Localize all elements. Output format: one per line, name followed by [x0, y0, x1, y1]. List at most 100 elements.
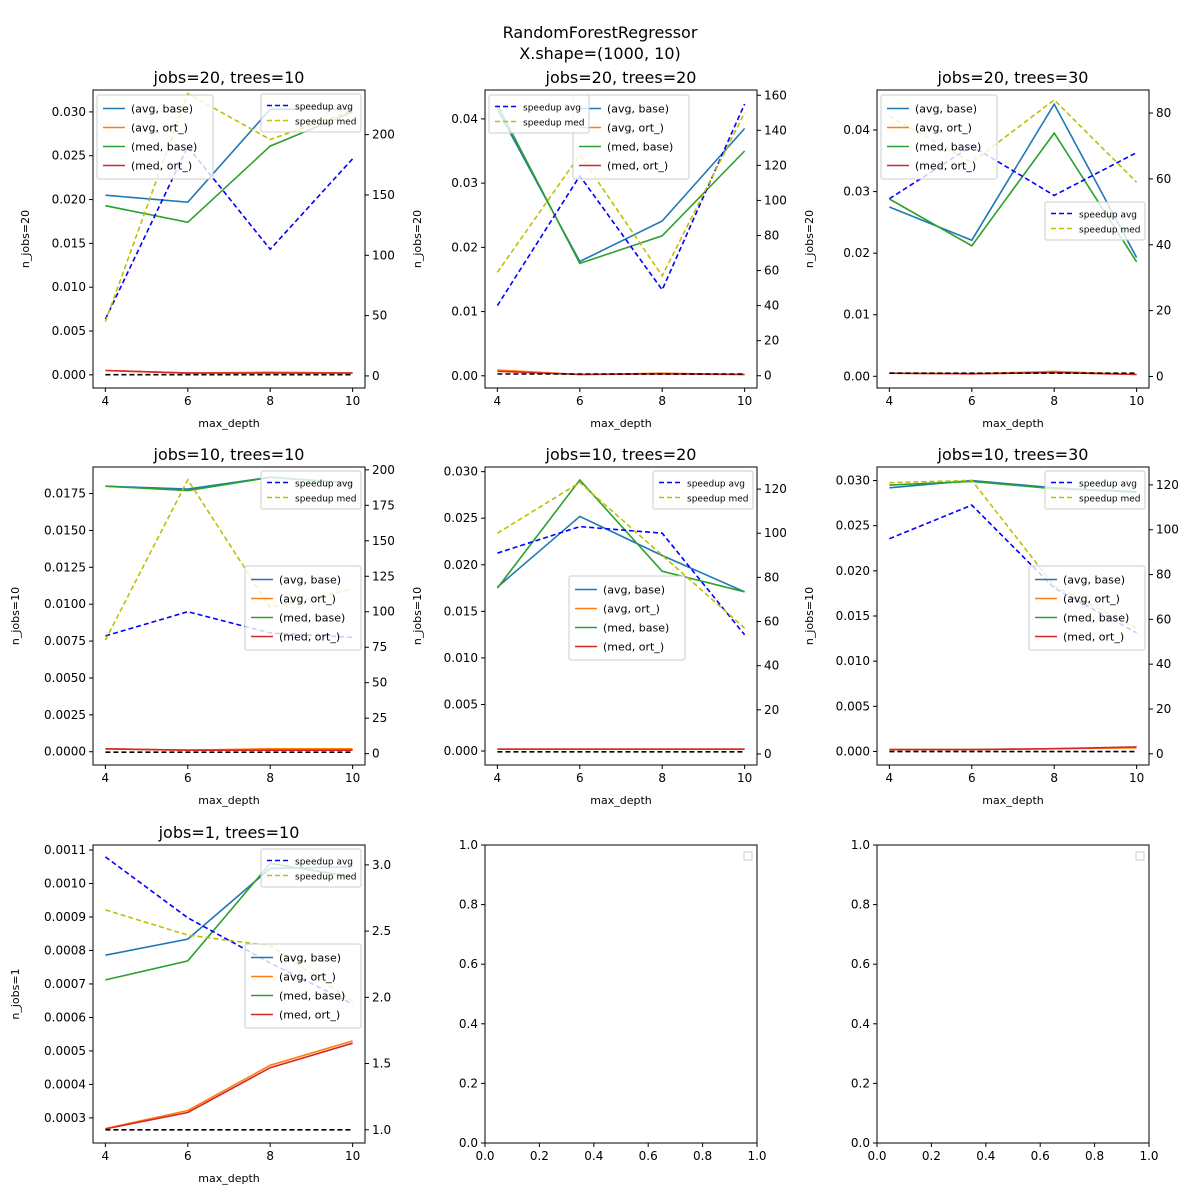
x-axis-label: max_depth — [982, 794, 1044, 807]
subplot-5: jobs=10, trees=20 4 6 8 10 max_depth 0.000 0.00… — [411, 445, 787, 807]
x-tick-label: 0.2 — [922, 1149, 941, 1163]
legend-label-avg_base: (avg, base) — [131, 103, 193, 116]
y2-tick-label: 80 — [764, 570, 779, 584]
y-tick-label: 0.0008 — [44, 943, 86, 957]
y-tick-label: 0.03 — [843, 185, 870, 199]
subplot-title: jobs=10, trees=10 — [153, 445, 305, 464]
x-tick-label: 4 — [102, 394, 110, 408]
y-tick-label: 0.4 — [459, 1017, 478, 1031]
legend-label-speedup_avg: speedup avg — [295, 480, 353, 490]
y-tick-label: 0.025 — [836, 519, 870, 533]
y2-tick-label: 125 — [372, 569, 395, 583]
legend-label-speedup_med: speedup med — [1079, 226, 1140, 236]
x-axis-label: max_depth — [198, 794, 260, 807]
subplot-title: jobs=10, trees=20 — [545, 445, 697, 464]
y-tick-label: 0.030 — [52, 105, 86, 119]
axes-frame — [484, 844, 758, 1144]
subplot-7: jobs=1, trees=10 4 6 8 10 max_depth 0.0003 0.00… — [9, 823, 391, 1185]
y2-tick-label: 0 — [372, 747, 380, 761]
x-tick-label: 1.0 — [747, 1149, 766, 1163]
x-tick-label: 0.4 — [976, 1149, 995, 1163]
legend-box — [488, 94, 590, 134]
legend-label-avg_base: (avg, base) — [279, 952, 341, 965]
subplot-title: jobs=1, trees=10 — [158, 823, 300, 842]
y-tick-label: 0.005 — [444, 697, 478, 711]
y2-tick-label: 140 — [764, 123, 787, 137]
y-tick-label: 0.02 — [843, 246, 870, 260]
series-line-speedup_avg — [497, 525, 746, 636]
x-tick-label: 8 — [266, 394, 274, 408]
y2-tick-label: 20 — [1156, 702, 1171, 716]
y2-tick-label: 0 — [1156, 747, 1164, 761]
y-axis-label: n_jobs=20 — [803, 210, 816, 268]
legend-box — [572, 94, 690, 180]
y-tick-label: 0.04 — [843, 123, 870, 137]
legend-label-speedup_med: speedup med — [687, 495, 748, 505]
subplot-9: 0.0 0.2 0.4 0.6 0.8 1.0 0.0 0.2 0.4 0.6 0.8 1.0 — [851, 838, 1159, 1163]
legend-label-med_ort: (med, ort_) — [915, 160, 976, 173]
y-tick-label: 0.0150 — [44, 523, 86, 537]
y-tick-label: 0.01 — [451, 305, 478, 319]
y2-tick-label: 2.0 — [372, 990, 391, 1004]
y2-tick-label: 100 — [764, 193, 787, 207]
y2-tick-label: 20 — [764, 703, 779, 717]
x-tick-label: 0.4 — [584, 1149, 603, 1163]
legend-label-med_ort: (med, ort_) — [279, 631, 340, 644]
legend-box — [880, 94, 998, 180]
y-axis-label: n_jobs=10 — [9, 587, 22, 645]
y-tick-label: 0.015 — [836, 609, 870, 623]
y2-tick-label: 0 — [1156, 369, 1164, 383]
series-line-speedup_avg — [496, 103, 746, 307]
series-line-avg_base — [496, 515, 745, 593]
x-tick-label: 0.8 — [693, 1149, 712, 1163]
empty-legend-box — [1135, 851, 1145, 861]
legend-label-avg_base: (avg, base) — [607, 103, 669, 116]
legend-label-speedup_avg: speedup avg — [1079, 211, 1137, 221]
y-tick-label: 0.010 — [52, 280, 86, 294]
legend-box — [96, 94, 214, 180]
legend-label-speedup_med: speedup med — [295, 118, 356, 128]
legend-label-avg_ort: (avg, ort_) — [915, 122, 972, 135]
legend-label-med_ort: (med, ort_) — [603, 641, 664, 654]
y-axis-label: n_jobs=10 — [411, 587, 424, 645]
series-line-med_base — [889, 131, 1138, 263]
legend-label-avg_base: (avg, base) — [1063, 574, 1125, 587]
y2-tick-label: 1.5 — [372, 1057, 391, 1071]
legend-box — [568, 575, 686, 661]
x-tick-label: 6 — [576, 394, 584, 408]
legend-label-avg_base: (avg, base) — [603, 584, 665, 597]
y-tick-label: 0.0100 — [44, 597, 86, 611]
series-line-med_ort — [889, 746, 1137, 751]
x-tick-label: 10 — [345, 1149, 360, 1163]
legend-label-speedup_avg: speedup avg — [1079, 480, 1137, 490]
legend-box — [1044, 470, 1146, 510]
legend-label-med_base: (med, base) — [279, 612, 345, 625]
x-tick-label: 10 — [345, 394, 360, 408]
y2-tick-label: 20 — [1156, 304, 1171, 318]
legend-label-speedup_med: speedup med — [1079, 495, 1140, 505]
legend-label-med_base: (med, base) — [131, 141, 197, 154]
x-tick-label: 4 — [494, 394, 502, 408]
legend-label-avg_ort: (avg, ort_) — [279, 971, 336, 984]
y-tick-label: 0.4 — [851, 1017, 870, 1031]
x-axis-label: max_depth — [198, 417, 260, 430]
legend-box — [260, 848, 362, 888]
y-tick-label: 0.04 — [451, 112, 478, 126]
x-tick-label: 4 — [886, 394, 894, 408]
y2-tick-label: 0 — [764, 747, 772, 761]
legend-label-speedup_avg: speedup avg — [687, 480, 745, 490]
series-line-speedup_med — [496, 112, 746, 278]
legend-label-avg_ort: (avg, ort_) — [607, 122, 664, 135]
y-tick-label: 0.00 — [843, 369, 870, 383]
y-tick-label: 0.00 — [451, 369, 478, 383]
axes-frame — [876, 844, 1150, 1144]
y-tick-label: 0.020 — [52, 193, 86, 207]
series-line-speedup_avg — [104, 145, 354, 320]
y-tick-label: 0.015 — [444, 604, 478, 618]
legend-box — [244, 565, 362, 651]
legend-label-med_ort: (med, ort_) — [131, 160, 192, 173]
subplot-4: jobs=10, trees=10 4 6 8 10 max_depth 0.0000 0.0… — [9, 445, 395, 807]
y-tick-label: 0.020 — [444, 558, 478, 572]
legend-label-med_base: (med, base) — [603, 622, 669, 635]
